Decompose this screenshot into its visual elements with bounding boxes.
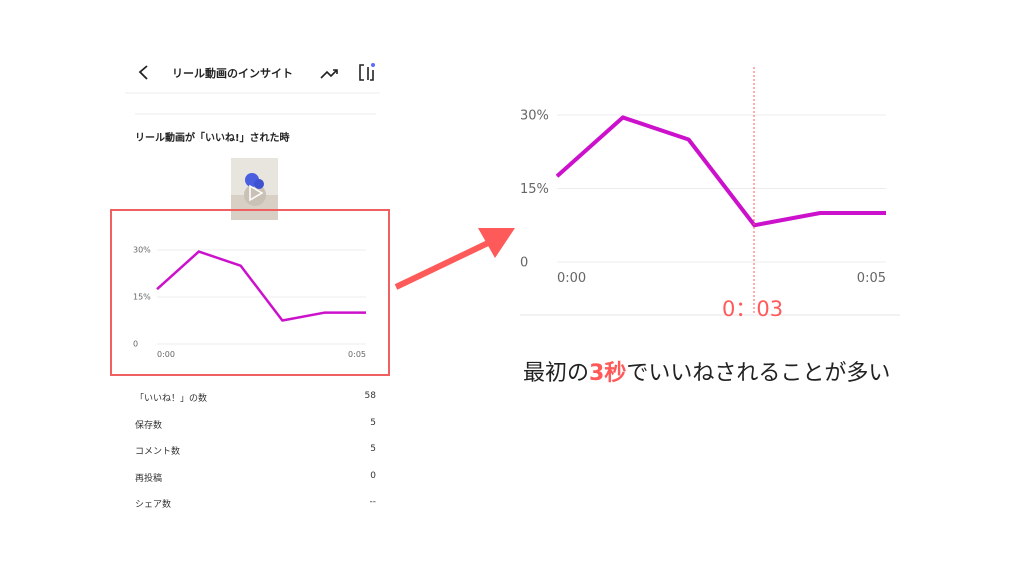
trending-up-icon[interactable] [320, 69, 338, 79]
arrow-icon [394, 228, 515, 290]
section-title: リール動画が「いいね!」された時 [135, 133, 290, 144]
small-chart: 30% 15% 0 0:00 0:05 [133, 246, 367, 359]
y-tick-label: 15% [520, 182, 549, 197]
x-tick-label: 0:00 [557, 271, 586, 286]
stat-label: コメント数 [135, 447, 181, 457]
caption-highlight: 3秒 [589, 361, 627, 386]
series-line [156, 250, 366, 322]
stat-value: 0 [370, 470, 376, 481]
y-tick-label: 0 [133, 340, 138, 349]
y-tick-label: 30% [133, 246, 151, 255]
stat-label: 再投稿 [135, 473, 163, 484]
stat-value: 5 [370, 417, 376, 428]
stat-row: 再投稿 0 [135, 471, 376, 484]
page-title: リール動画のインサイト [172, 67, 293, 80]
back-icon[interactable] [138, 65, 148, 80]
play-icon [249, 184, 264, 202]
y-tick-label: 30% [520, 108, 549, 123]
video-thumbnail[interactable] [231, 158, 278, 220]
x-tick-label: 0:05 [857, 271, 886, 286]
large-chart: 30% 15% 0 0:00 0:05 [520, 108, 887, 286]
x-tick-label: 0:00 [157, 350, 175, 359]
time-marker-label: 0：03 [722, 297, 784, 321]
stat-row: コメント数 5 [135, 444, 376, 457]
y-tick-label: 0 [520, 255, 528, 270]
stat-value: 58 [364, 391, 376, 401]
stat-row: シェア数 -- [135, 497, 376, 510]
stat-label: シェア数 [135, 500, 172, 510]
stat-row: 「いいね！」の数 58 [135, 391, 376, 404]
highlight-box [110, 209, 390, 376]
caption-post: でいいねされることが多い [626, 361, 891, 386]
y-tick-label: 15% [133, 293, 151, 302]
stat-row: 保存数 5 [135, 418, 376, 431]
caption: 最初の3秒でいいねされることが多い [523, 355, 890, 387]
x-tick-label: 0:05 [348, 350, 366, 359]
reels-icon[interactable] [359, 63, 375, 81]
stat-label: 「いいね！」の数 [135, 394, 208, 404]
stat-label: 保存数 [135, 420, 163, 431]
stat-value: -- [369, 497, 377, 507]
series-line [555, 115, 886, 228]
stat-value: 5 [370, 444, 376, 454]
caption-pre: 最初の [523, 361, 590, 386]
